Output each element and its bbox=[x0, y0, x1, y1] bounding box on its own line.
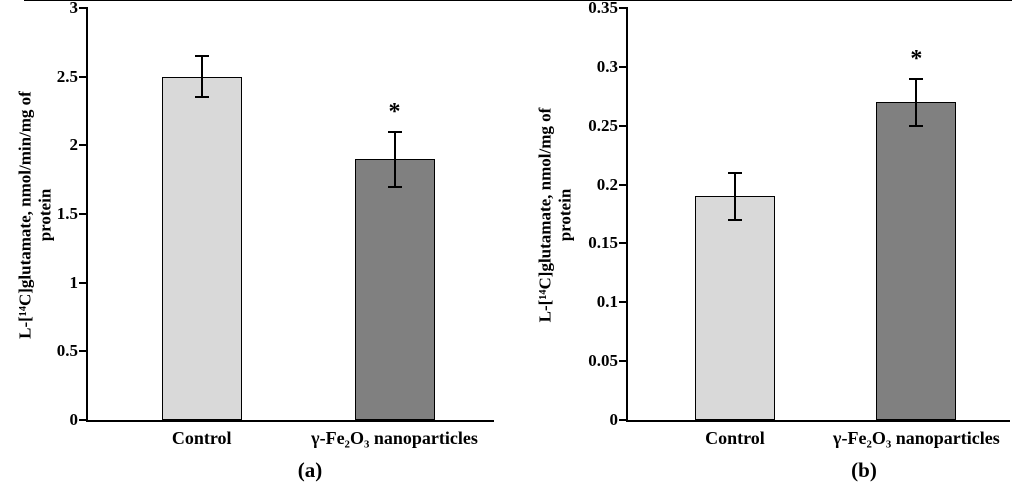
y-tick-label: 0.1 bbox=[596, 292, 618, 312]
bar-treated bbox=[876, 102, 957, 420]
error-bar-treated bbox=[393, 131, 396, 187]
error-bar-control bbox=[733, 172, 736, 220]
y-tick bbox=[79, 281, 88, 284]
category-label-treated: γ-Fe₂O₃ nanoparticles bbox=[833, 428, 1000, 448]
error-bar-cap bbox=[387, 130, 402, 133]
y-tick bbox=[79, 7, 88, 9]
plot-area-b: 0 0.05 0.1 0.15 0.2 0.25 0.3 0.35 Control * γ-Fe₂O… bbox=[588, 0, 1010, 448]
y-tick-label: 0.5 bbox=[56, 341, 78, 361]
y-tick bbox=[619, 301, 628, 304]
y-tick bbox=[619, 124, 628, 127]
error-bar-cap bbox=[909, 124, 924, 127]
y-tick-label: 0.05 bbox=[588, 351, 618, 371]
error-bar-cap bbox=[727, 171, 742, 174]
error-bar-cap bbox=[727, 218, 742, 221]
y-tick bbox=[79, 419, 88, 421]
error-bar-cap bbox=[909, 77, 924, 80]
y-tick bbox=[79, 213, 88, 215]
bar-treated bbox=[354, 159, 435, 420]
bar-control bbox=[161, 76, 242, 420]
panel-caption-a: (a) bbox=[297, 458, 323, 482]
y-tick-label: 0.2 bbox=[596, 174, 618, 194]
y-tick bbox=[79, 350, 88, 353]
y-tick-label: 1.5 bbox=[56, 204, 78, 223]
chart-panel-a: L-[¹⁴C]glutamate, nmol/min/mg of protein… bbox=[16, 0, 494, 482]
y-tick bbox=[619, 65, 628, 68]
bar-control bbox=[694, 196, 775, 420]
y-tick-label: 3 bbox=[69, 0, 79, 17]
y-tick-label: 0 bbox=[69, 410, 79, 429]
y-tick bbox=[619, 360, 628, 363]
y-tick bbox=[619, 7, 628, 9]
y-tick bbox=[79, 75, 88, 78]
y-tick bbox=[619, 419, 628, 421]
y-tick-label: 0 bbox=[609, 410, 619, 429]
category-label-treated: γ-Fe₂O₃ nanoparticles bbox=[311, 428, 478, 448]
significance-asterisk: * bbox=[910, 45, 923, 72]
y-tick-label: 0.3 bbox=[596, 56, 618, 76]
plot-area-a: 0 0.5 1 1.5 2 2.5 3 Control * γ-Fe₂O₃ nanoparticl… bbox=[57, 0, 494, 448]
chart-panel-b: L-[¹⁴C]glutamate, nmol/mg of protein 0 0.… bbox=[512, 0, 1024, 500]
y-tick bbox=[619, 242, 628, 245]
y-tick-label: 1 bbox=[69, 272, 79, 292]
error-bar-control bbox=[200, 56, 203, 98]
y-tick-label: 0.25 bbox=[588, 115, 618, 135]
error-bar-cap bbox=[194, 96, 209, 99]
error-bar-cap bbox=[194, 55, 209, 58]
figure-top-border bbox=[24, 0, 1012, 1]
significance-asterisk: * bbox=[388, 98, 401, 125]
category-label-control: Control bbox=[705, 428, 765, 448]
error-bar-treated bbox=[915, 78, 918, 126]
category-label-control: Control bbox=[171, 428, 232, 448]
y-tick bbox=[619, 183, 628, 186]
y-tick bbox=[79, 144, 88, 147]
y-tick-label: 2 bbox=[69, 135, 79, 155]
y-tick-label: 2.5 bbox=[56, 66, 78, 86]
error-bar-cap bbox=[387, 185, 402, 188]
y-tick-label: 0.35 bbox=[588, 0, 618, 17]
panel-caption-b: (b) bbox=[851, 458, 877, 482]
y-tick-label: 0.15 bbox=[588, 233, 618, 253]
